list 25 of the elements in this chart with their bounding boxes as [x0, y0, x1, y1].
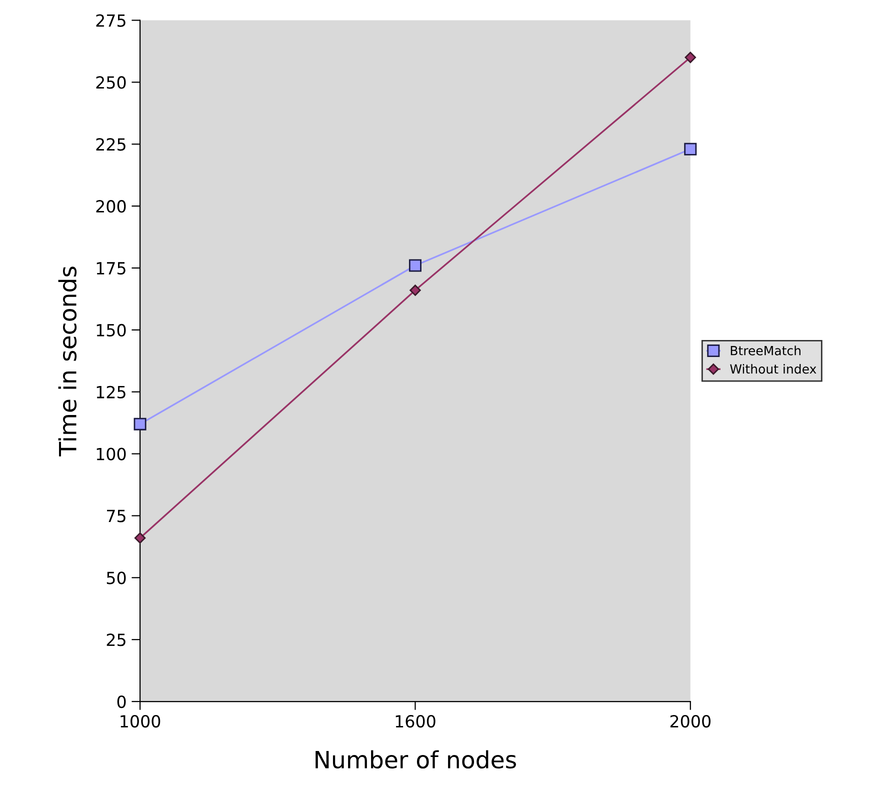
legend-label: Without index: [730, 364, 816, 374]
point: [684, 52, 696, 64]
point: [134, 532, 146, 544]
y-tick-label: 225: [96, 138, 126, 151]
x-tick-label: 2000: [670, 715, 711, 728]
legend-label: BtreeMatch: [730, 346, 800, 356]
point: [410, 284, 421, 296]
y-tick-label: 125: [96, 386, 126, 398]
y-tick-label: 25: [106, 634, 126, 646]
y-tick-label: 275: [96, 14, 126, 27]
y-axis-title: Time in seconds: [58, 266, 77, 456]
y-tick-label: 0: [117, 695, 126, 708]
y-tick-label: 175: [96, 262, 126, 275]
y-tick-label: 100: [96, 448, 126, 460]
y-tick-label: 50: [106, 572, 126, 584]
x-tick-label: 1000: [120, 715, 160, 728]
x-tick-label: 1600: [396, 715, 436, 728]
point: [684, 142, 697, 156]
point: [134, 418, 146, 430]
point: [408, 259, 422, 272]
y-tick-label: 200: [96, 200, 126, 213]
y-tick-label: 75: [107, 510, 126, 522]
x-axis-title: Number of nodes: [316, 750, 516, 769]
y-tick-label: 150: [96, 324, 126, 336]
y-tick-label: 250: [96, 76, 126, 89]
